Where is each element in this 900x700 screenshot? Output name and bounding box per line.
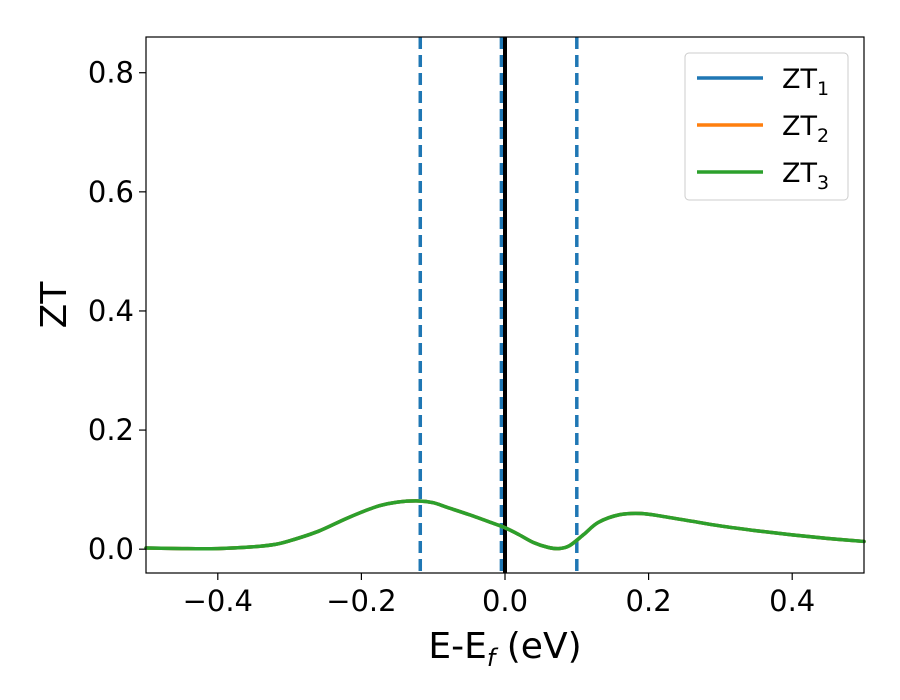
y-tick-label: 0.0	[88, 532, 134, 566]
x-axis-label: E-Ef (eV)	[428, 626, 581, 672]
y-tick-label: 0.6	[88, 175, 134, 209]
series-line-zt3	[144, 499, 866, 551]
legend-label-zt2-main: ZT	[782, 111, 817, 142]
legend-entry-zt1: ZT1	[697, 64, 829, 100]
legend-entry-zt2: ZT2	[697, 111, 829, 147]
y-tick-label: 0.2	[88, 413, 134, 447]
legend-label-zt3-main: ZT	[782, 158, 817, 189]
vertical-reference-lines	[418, 37, 579, 573]
legend-label-zt1: ZT1	[782, 64, 829, 100]
x-tick-label: −0.4	[183, 584, 253, 618]
legend-label-zt3-sub: 3	[817, 172, 829, 194]
x-axis-label-unit: (eV)	[495, 626, 581, 667]
y-tick-label: 0.8	[88, 56, 134, 90]
legend-label-zt1-main: ZT	[782, 64, 817, 95]
x-tick-label: −0.2	[326, 584, 396, 618]
legend-label-zt2-sub: 2	[817, 125, 829, 147]
legend-entry-zt3: ZT3	[697, 158, 829, 194]
x-tick-label: 0.0	[482, 584, 528, 618]
x-tick-label: 0.2	[626, 584, 672, 618]
y-axis-label: ZT	[34, 281, 75, 329]
x-axis-ticks: −0.4 −0.2 0.0 0.2 0.4	[183, 573, 815, 618]
legend: ZT1 ZT2 ZT3	[684, 52, 849, 201]
legend-label-zt2: ZT2	[782, 111, 829, 147]
x-tick-label: 0.4	[769, 584, 815, 618]
legend-box	[684, 52, 849, 201]
legend-label-zt3: ZT3	[782, 158, 829, 194]
x-axis-label-main: E-E	[428, 626, 486, 667]
series-lines	[144, 499, 866, 551]
y-axis-ticks: 0.0 0.2 0.4 0.6 0.8	[88, 56, 146, 566]
legend-label-zt1-sub: 1	[817, 78, 829, 100]
y-tick-label: 0.4	[88, 294, 134, 328]
